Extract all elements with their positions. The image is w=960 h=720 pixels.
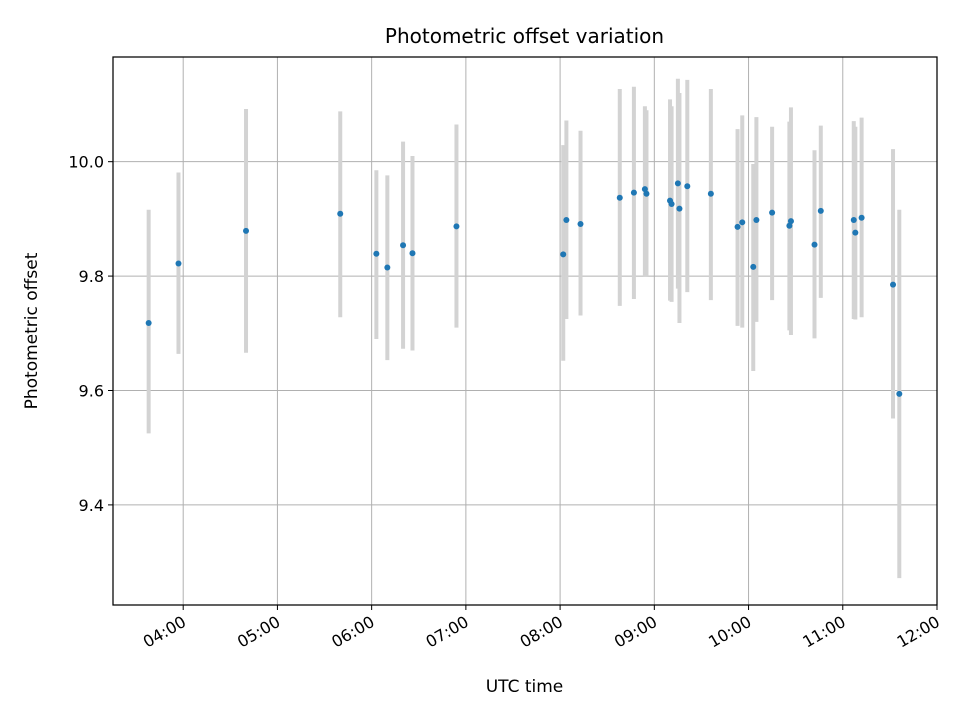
data-point [684,183,691,190]
y-tick-label: 9.4 [79,496,104,515]
data-point [750,263,757,270]
data-point [890,281,897,288]
data-point [852,229,859,236]
data-point [896,390,903,397]
data-point [769,209,776,216]
y-tick-label: 10.0 [68,153,104,172]
data-point [786,222,793,229]
data-point [668,201,675,208]
y-tick-label: 9.6 [79,381,104,400]
data-point [563,217,570,224]
y-axis-ticks: 9.4 9.6 9.8 10.0 [68,153,113,515]
data-point [145,319,152,326]
data-point [453,223,460,230]
data-point [400,242,407,249]
data-point [850,217,857,224]
data-point [373,250,380,257]
data-point [707,190,714,197]
data-point [739,219,746,226]
data-point [858,214,865,221]
chart-title: Photometric offset variation [385,24,664,48]
data-point [630,189,637,196]
data-point [616,194,623,201]
data-point [787,218,794,225]
plot-frame [112,56,938,606]
data-point [337,210,344,217]
data-point [641,186,648,193]
y-tick-label: 9.8 [79,267,104,286]
y-axis-label: Photometric offset [22,252,42,409]
data-point [577,221,584,228]
grid [113,57,938,605]
data-point [811,241,818,248]
data-point [676,205,683,212]
x-axis-label: UTC time [486,677,564,697]
data-point [817,207,824,214]
data-point [753,217,760,224]
data-point [643,190,650,197]
data-point [409,250,416,257]
data-point [560,251,567,258]
data-point [384,264,391,271]
data-points [145,180,903,397]
data-point [243,227,250,234]
data-point [674,180,681,187]
data-point [175,260,182,267]
data-point [734,223,741,230]
